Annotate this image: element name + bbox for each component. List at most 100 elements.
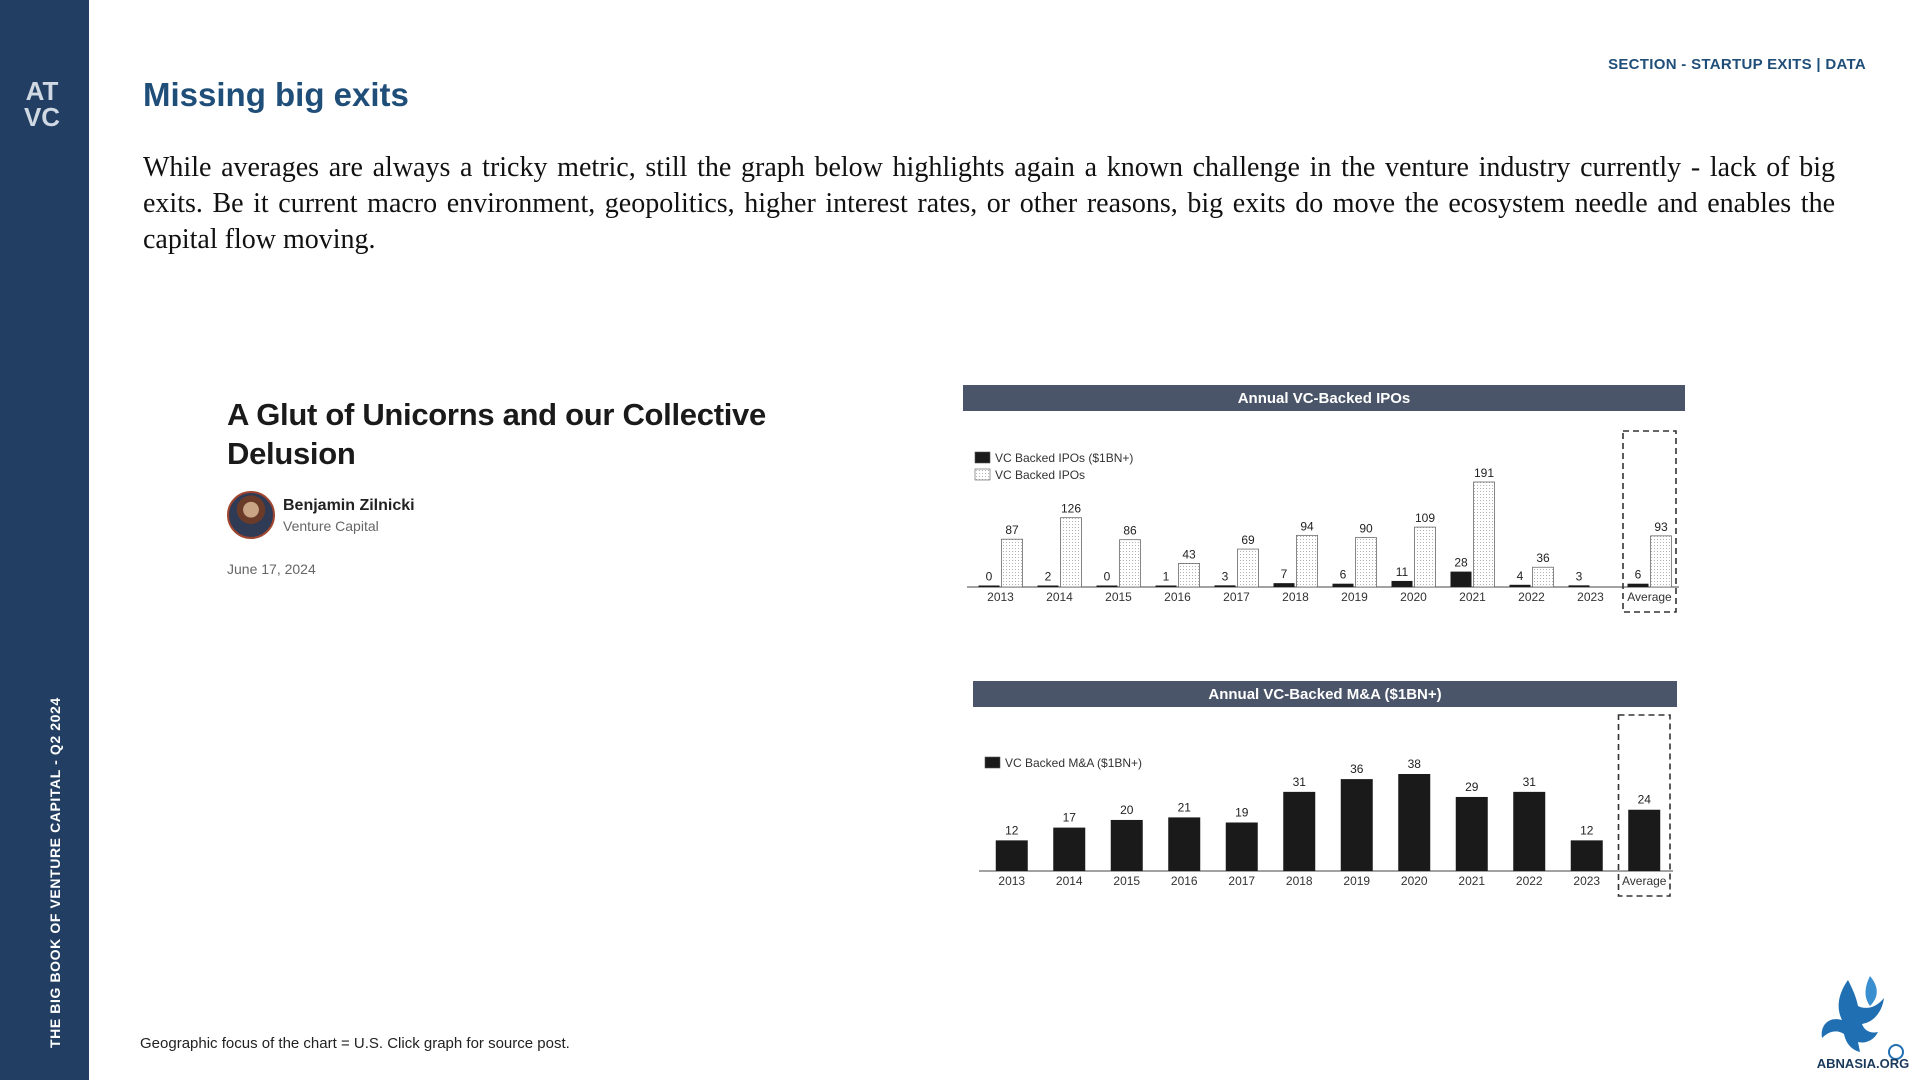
bar-ma [1225,822,1258,871]
bar-ipo-total [1355,537,1377,588]
bar-ma [1168,817,1201,871]
ma-chart[interactable]: Annual VC-Backed M&A ($1BN+) VC Backed M&… [973,681,1677,903]
x-tick-label: 2016 [1171,874,1198,888]
data-label: 12 [1580,823,1594,837]
author-name: Benjamin Zilnicki [283,496,415,514]
legend-label: VC Backed IPOs [995,468,1085,482]
legend-swatch [974,468,991,481]
bar-ma [1398,774,1431,871]
bar-ma [1340,779,1373,871]
ipo-chart[interactable]: Annual VC-Backed IPOs VC Backed IPOs ($1B… [963,385,1685,617]
bar-ipo-total [1119,539,1141,588]
data-label: 3 [1576,569,1583,583]
data-label: 29 [1465,780,1479,794]
x-tick-label: 2020 [1400,590,1427,604]
chart-title: Annual VC-Backed M&A ($1BN+) [1208,686,1441,703]
abnasia-logo: ABNASIA.ORG [1817,976,1909,1071]
avatar [227,491,275,539]
x-tick-label: 2022 [1518,590,1545,604]
data-label: 0 [986,570,993,584]
chart-title-bar [973,681,1677,707]
x-tick-label: 2017 [1228,874,1255,888]
average-highlight-box [1617,714,1671,897]
footnote: Geographic focus of the chart = U.S. Cli… [140,1035,570,1052]
bar-ipo-1bn [978,585,1000,587]
x-tick-label: 2022 [1516,874,1543,888]
page-title: Missing big exits [143,76,409,113]
bar-ma [1283,791,1316,871]
bar-ipo-1bn [1332,583,1354,587]
x-tick-label: 2021 [1458,874,1485,888]
bar-ipo-total [1237,548,1259,588]
bar-ipo-total [1296,534,1318,588]
bar-ipo-1bn [1037,585,1059,587]
data-label: 20 [1120,803,1134,817]
chart-title-bar [963,385,1685,411]
legend-swatch [984,756,1001,769]
article-date: June 17, 2024 [227,561,316,577]
data-label: 6 [1635,568,1642,582]
bar-ipo-total [1473,481,1495,588]
data-label: 31 [1293,775,1307,789]
section-label: SECTION - STARTUP EXITS | DATA [1608,56,1866,73]
bar-ipo-1bn [1214,585,1236,587]
bar-ma [995,840,1028,871]
bar-ipo-total [1060,517,1082,588]
data-label: 19 [1235,806,1249,820]
data-label: 6 [1340,568,1347,582]
data-label: 28 [1454,556,1468,570]
data-label: 36 [1350,762,1364,776]
legend-label: VC Backed IPOs ($1BN+) [995,451,1133,465]
data-label: 1 [1163,570,1170,584]
data-label: 31 [1523,775,1537,789]
data-label: 2 [1045,570,1052,584]
article-card[interactable]: A Glut of Unicorns and our Collective De… [227,395,807,577]
x-tick-label: 2019 [1343,874,1370,888]
bar-ma [1455,796,1488,871]
data-label: 90 [1359,522,1373,536]
bar-ipo-total [1001,538,1023,588]
data-label: 12 [1005,823,1019,837]
bar-ipo-1bn [1627,583,1649,587]
x-tick-label: Average [1622,874,1667,888]
sidebar: AT VC THE BIG BOOK OF VENTURE CAPITAL - … [0,0,89,1080]
x-tick-label: 2020 [1401,874,1428,888]
data-label: 4 [1517,569,1524,583]
x-tick-label: 2015 [1113,874,1140,888]
bar-ipo-total [1532,566,1554,588]
chart-background [963,385,1685,617]
x-tick-label: 2015 [1105,590,1132,604]
bar-ma [1053,827,1086,871]
x-tick-label: 2014 [1056,874,1083,888]
data-label: 7 [1281,567,1288,581]
bar-ma [1110,819,1143,871]
x-tick-label: 2013 [987,590,1014,604]
x-tick-label: 2016 [1164,590,1191,604]
bar-ipo-1bn [1450,571,1472,587]
bar-ipo-1bn [1509,584,1531,587]
x-tick-label: 2018 [1282,590,1309,604]
x-tick-label: 2021 [1459,590,1486,604]
x-tick-label: 2019 [1341,590,1368,604]
svg-text:VC: VC [24,102,60,130]
author-row: Benjamin Zilnicki Venture Capital [227,491,807,539]
bar-ma [1570,840,1603,871]
data-label: 43 [1182,547,1196,561]
bar-ipo-total [1178,563,1200,588]
article-title[interactable]: A Glut of Unicorns and our Collective De… [227,397,766,471]
data-label: 38 [1408,757,1422,771]
book-title-vertical: THE BIG BOOK OF VENTURE CAPITAL - Q2 202… [47,697,63,1048]
data-label: 93 [1654,520,1668,534]
chart-background [973,681,1677,903]
bar-ipo-1bn [1273,583,1295,587]
data-label: 87 [1005,523,1019,537]
bar-ipo-total [1414,526,1436,588]
data-label: 21 [1178,800,1192,814]
data-label: 109 [1415,511,1435,525]
svg-text:ABNASIA.ORG: ABNASIA.ORG [1817,1056,1909,1071]
svg-text:AT: AT [26,76,59,106]
bar-ma [1628,809,1661,871]
data-label: 17 [1063,811,1077,825]
bar-ipo-1bn [1096,585,1118,587]
data-label: 36 [1536,551,1550,565]
